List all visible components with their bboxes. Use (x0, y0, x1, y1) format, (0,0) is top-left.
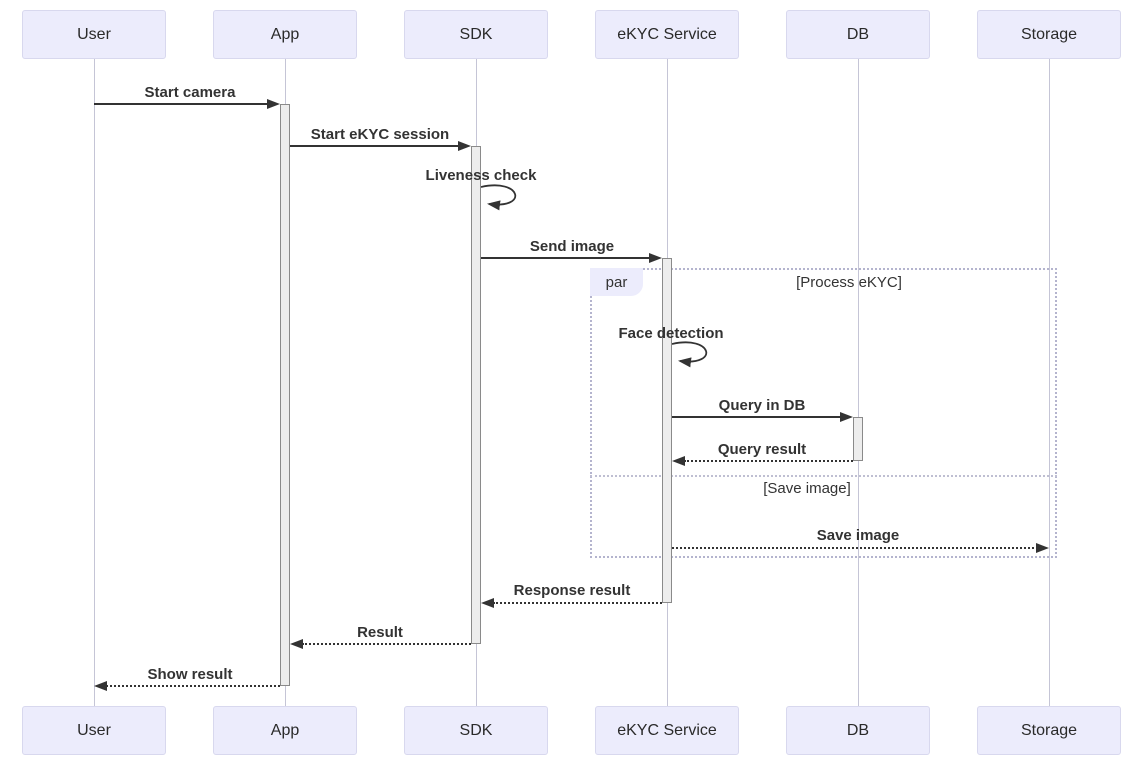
message-label-start-ekyc-session: Start eKYC session (310, 126, 450, 143)
message-label-liveness-check: Liveness check (425, 167, 537, 184)
activation-sdk (471, 146, 481, 644)
participant-label: eKYC Service (617, 721, 717, 739)
message-arrow-save-image (672, 547, 1038, 549)
message-arrow-query-result (684, 460, 853, 462)
participant-bottom-app: App (213, 706, 357, 755)
par-block-divider (590, 475, 1057, 477)
message-label-response-result: Response result (513, 582, 631, 599)
participant-top-app: App (213, 10, 357, 59)
participant-label: User (77, 721, 111, 739)
participant-bottom-user: User (22, 706, 166, 755)
message-arrow-result (302, 643, 471, 645)
participant-label: App (270, 721, 300, 739)
lifeline-db (857, 59, 859, 706)
par-block-frame (590, 268, 1057, 558)
self-loop-liveness-check (481, 184, 517, 211)
participant-top-db: DB (786, 10, 930, 59)
message-arrow-query-in-db (672, 416, 842, 418)
message-label-start-camera: Start camera (144, 84, 236, 101)
participant-top-sdk: SDK (404, 10, 548, 59)
arrowhead-response-result (481, 598, 494, 608)
participant-label: App (270, 25, 300, 43)
participant-bottom-ekyc-service: eKYC Service (595, 706, 739, 755)
message-arrow-response-result (493, 602, 662, 604)
message-arrow-start-ekyc-session (290, 145, 460, 147)
activation-app (280, 104, 290, 686)
message-label-query-result: Query result (717, 441, 807, 458)
par-section-title-process-ekyc: [Process eKYC] (796, 274, 902, 291)
participant-label: User (77, 25, 111, 43)
participant-label: SDK (459, 25, 493, 43)
arrowhead-start-ekyc-session (458, 141, 471, 151)
participant-top-ekyc-service: eKYC Service (595, 10, 739, 59)
message-label-query-in-db: Query in DB (718, 397, 806, 414)
participant-top-user: User (22, 10, 166, 59)
participant-label: Storage (1020, 25, 1078, 43)
participant-label: SDK (459, 721, 493, 739)
arrowhead-query-in-db (840, 412, 853, 422)
participant-bottom-db: DB (786, 706, 930, 755)
participant-label: Storage (1020, 721, 1078, 739)
par-label-text: par (605, 273, 628, 291)
lifeline-user (93, 59, 95, 706)
activation-db (853, 417, 863, 461)
message-label-result: Result (357, 624, 403, 641)
arrowhead-query-result (672, 456, 685, 466)
message-arrow-send-image (481, 257, 651, 259)
participant-label: DB (846, 721, 870, 739)
arrowhead-start-camera (267, 99, 280, 109)
participant-label: DB (846, 25, 870, 43)
activation-ekyc-service (662, 258, 672, 603)
message-label-save-image: Save image (816, 527, 900, 544)
arrowhead-result (290, 639, 303, 649)
arrowhead-send-image (649, 253, 662, 263)
lifeline-storage (1048, 59, 1050, 706)
arrowhead-save-image (1036, 543, 1049, 553)
participant-bottom-storage: Storage (977, 706, 1121, 755)
par-block-label: par (590, 268, 643, 296)
message-arrow-show-result (106, 685, 280, 687)
participant-top-storage: Storage (977, 10, 1121, 59)
arrowhead-show-result (94, 681, 107, 691)
message-label-show-result: Show result (147, 666, 233, 683)
self-loop-face-detection (672, 341, 708, 368)
par-section-title-save-image: [Save image] (763, 480, 851, 497)
message-label-face-detection: Face detection (618, 325, 724, 342)
message-arrow-start-camera (94, 103, 269, 105)
participant-label: eKYC Service (617, 25, 717, 43)
message-label-send-image: Send image (529, 238, 615, 255)
participant-bottom-sdk: SDK (404, 706, 548, 755)
